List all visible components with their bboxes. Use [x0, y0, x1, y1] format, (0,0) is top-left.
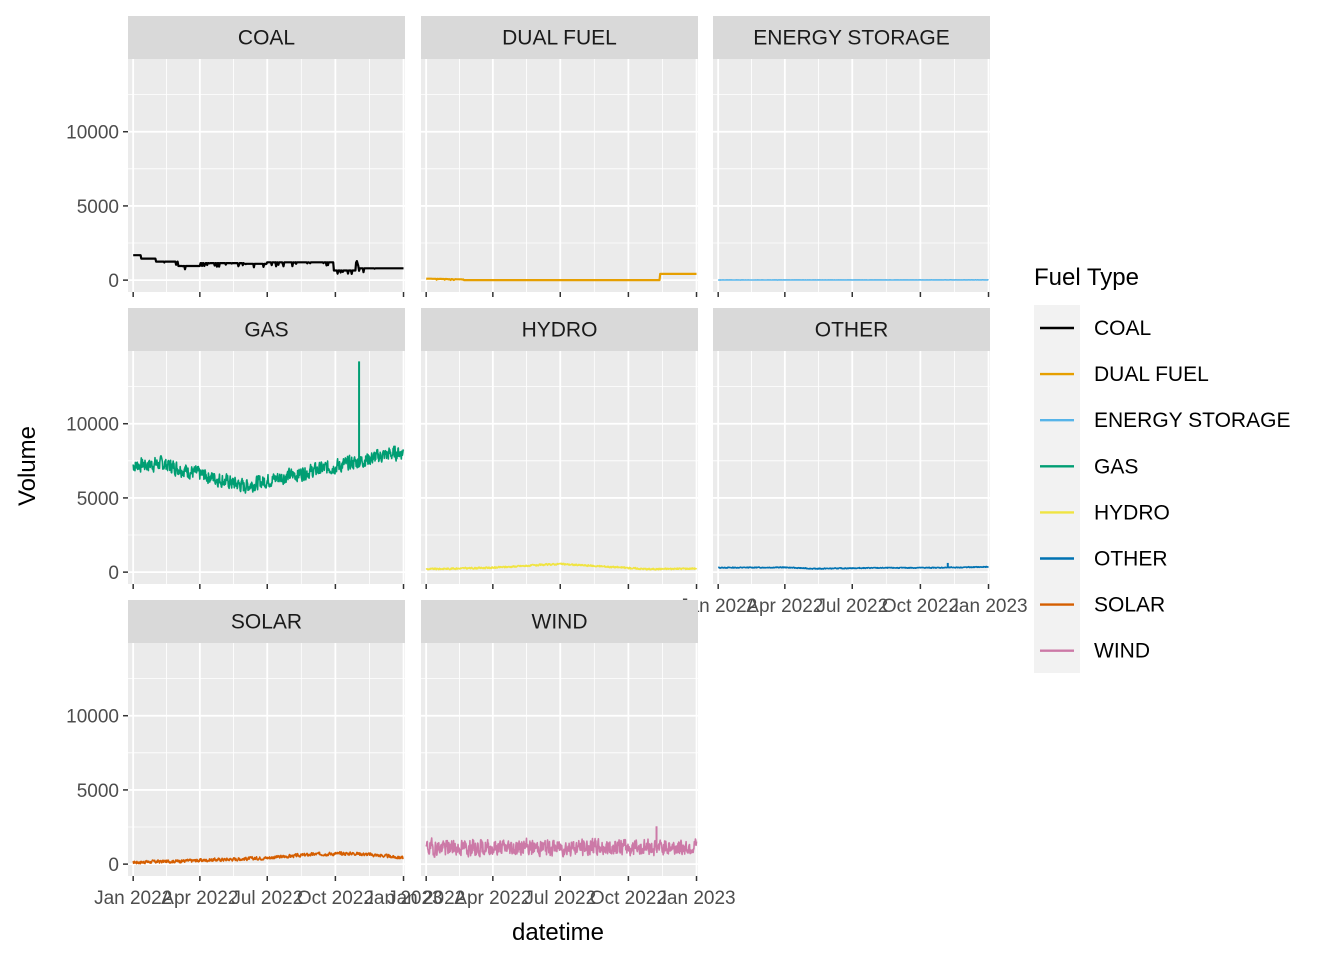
- x-tick-label: Jul 2022: [231, 888, 303, 909]
- series-line-solar: [132, 851, 404, 865]
- y-tick-label: 5000: [77, 781, 119, 802]
- facet-strip: [128, 16, 405, 59]
- x-tick-label: Jan 2022: [679, 596, 757, 617]
- series-line-dual-fuel: [425, 272, 697, 282]
- series-line-coal: [132, 254, 404, 275]
- legend: Fuel Type COAL DUAL FUEL ENERGY STORAGE GAS H…: [1034, 264, 1290, 673]
- y-tick-label: 5000: [77, 489, 119, 510]
- facet-strip-label: HYDRO: [522, 319, 598, 342]
- series-line-hydro: [425, 562, 698, 571]
- y-axis-title: Volume: [14, 426, 41, 506]
- facet-strip-label: COAL: [238, 27, 295, 50]
- facet-strip-label: OTHER: [815, 319, 889, 342]
- x-axis-title: datetime: [512, 919, 604, 946]
- facet-strip-label: SOLAR: [231, 611, 302, 634]
- facet-hydro: HYDRO: [421, 308, 698, 589]
- x-tick-label: Apr 2022: [454, 888, 531, 909]
- facet-strip-label: DUAL FUEL: [502, 27, 617, 50]
- y-tick-label: 0: [108, 563, 119, 584]
- legend-key-background: [1034, 305, 1080, 673]
- facet-strip: [421, 16, 698, 59]
- x-tick-label: Jan 2022: [94, 888, 172, 909]
- legend-label-wind: WIND: [1094, 640, 1150, 663]
- x-tick-label: Apr 2022: [161, 888, 238, 909]
- legend-label-hydro: HYDRO: [1094, 501, 1170, 524]
- legend-label-solar: SOLAR: [1094, 594, 1165, 617]
- legend-label-energy-storage: ENERGY STORAGE: [1094, 409, 1290, 432]
- x-tick-label: Jan 2023: [949, 596, 1027, 617]
- x-tick-label: Oct 2022: [590, 888, 667, 909]
- x-tick-label: Jan 2023: [657, 888, 735, 909]
- legend-label-coal: COAL: [1094, 317, 1151, 340]
- legend-title: Fuel Type: [1034, 264, 1139, 291]
- legend-label-dual-fuel: DUAL FUEL: [1094, 363, 1209, 386]
- facet-strip-label: WIND: [532, 611, 588, 634]
- x-tick-label: Jul 2022: [524, 888, 596, 909]
- y-tick-label: 0: [108, 855, 119, 876]
- facet-coal: COAL 0 5000 10000: [66, 16, 405, 297]
- legend-label-other: OTHER: [1094, 548, 1168, 571]
- facet-gas: GAS 0 5000 10000: [66, 308, 405, 589]
- series-line-wind: [425, 837, 698, 858]
- facet-strip: [421, 308, 698, 351]
- y-tick-label: 10000: [66, 415, 119, 436]
- x-tick-label: Jul 2022: [816, 596, 888, 617]
- x-tick-label: Jan 2023: [364, 888, 442, 909]
- y-tick-label: 0: [108, 271, 119, 292]
- series-line-other: [717, 565, 989, 570]
- series-line-gas: [132, 445, 405, 494]
- y-tick-label: 10000: [66, 123, 119, 144]
- facet-dual-fuel: DUAL FUEL: [421, 16, 698, 297]
- x-tick-label: Oct 2022: [882, 596, 959, 617]
- facet-strip: [128, 308, 405, 351]
- facet-strip: [713, 308, 990, 351]
- x-tick-label: Jan 2022: [387, 888, 465, 909]
- facet-strip: [421, 600, 698, 643]
- facet-strip-label: GAS: [244, 319, 288, 342]
- facet-strip: [713, 16, 990, 59]
- legend-label-gas: GAS: [1094, 455, 1138, 478]
- facet-strip-label: ENERGY STORAGE: [753, 27, 949, 50]
- x-tick-label: Apr 2022: [746, 596, 823, 617]
- facet-energy-storage: ENERGY STORAGE: [713, 16, 990, 297]
- y-tick-label: 5000: [77, 197, 119, 218]
- y-tick-label: 10000: [66, 707, 119, 728]
- x-tick-label: Oct 2022: [297, 888, 374, 909]
- facet-strip: [128, 600, 405, 643]
